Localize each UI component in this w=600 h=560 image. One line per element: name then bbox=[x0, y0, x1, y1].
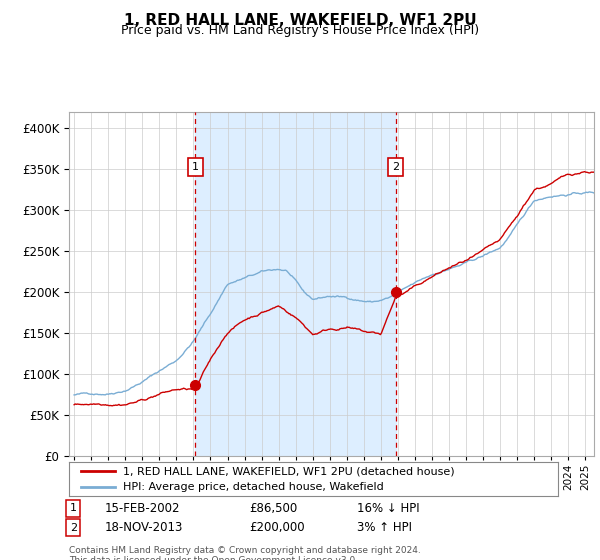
Text: 2: 2 bbox=[70, 522, 77, 533]
Text: 3% ↑ HPI: 3% ↑ HPI bbox=[357, 521, 412, 534]
Text: 18-NOV-2013: 18-NOV-2013 bbox=[105, 521, 184, 534]
Text: 15-FEB-2002: 15-FEB-2002 bbox=[105, 502, 181, 515]
Text: HPI: Average price, detached house, Wakefield: HPI: Average price, detached house, Wake… bbox=[123, 482, 383, 492]
Text: 16% ↓ HPI: 16% ↓ HPI bbox=[357, 502, 419, 515]
Text: £86,500: £86,500 bbox=[249, 502, 297, 515]
Text: £200,000: £200,000 bbox=[249, 521, 305, 534]
Text: 1, RED HALL LANE, WAKEFIELD, WF1 2PU (detached house): 1, RED HALL LANE, WAKEFIELD, WF1 2PU (de… bbox=[123, 466, 454, 477]
Text: 1: 1 bbox=[192, 162, 199, 172]
Text: Contains HM Land Registry data © Crown copyright and database right 2024.
This d: Contains HM Land Registry data © Crown c… bbox=[69, 546, 421, 560]
Text: 1: 1 bbox=[70, 503, 77, 514]
Text: Price paid vs. HM Land Registry's House Price Index (HPI): Price paid vs. HM Land Registry's House … bbox=[121, 24, 479, 37]
Bar bbox=[196, 112, 396, 456]
Text: 1, RED HALL LANE, WAKEFIELD, WF1 2PU: 1, RED HALL LANE, WAKEFIELD, WF1 2PU bbox=[124, 13, 476, 28]
Text: 2: 2 bbox=[392, 162, 400, 172]
